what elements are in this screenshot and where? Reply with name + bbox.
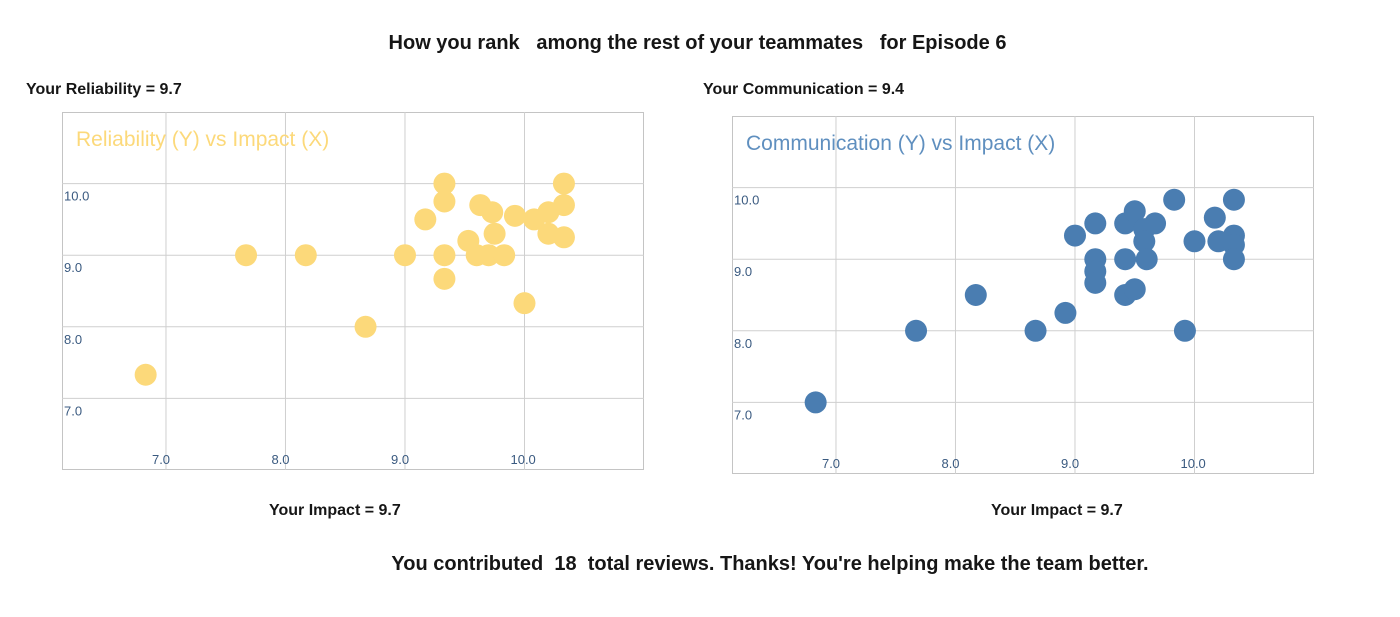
data-point (414, 208, 437, 231)
footer-prefix: You contributed (391, 553, 555, 575)
data-point (354, 315, 377, 338)
data-point (1084, 212, 1107, 235)
y-tick-label: 9.0 (734, 264, 752, 279)
data-point (393, 244, 416, 267)
data-point (477, 244, 500, 267)
y-tick-label: 8.0 (64, 332, 82, 347)
chart-title: Reliability (Y) vs Impact (X) (76, 128, 329, 151)
contribution-summary: You contributed 18 total reviews. Thanks… (0, 553, 1400, 576)
data-point (513, 292, 536, 315)
data-point (1173, 319, 1196, 342)
data-point (1114, 248, 1137, 271)
data-point (804, 391, 827, 414)
data-point (1133, 230, 1156, 253)
reliability-vs-impact-chart: 7.0 8.0 9.0 10.0 7.0 8.0 9.0 10.0 Reliability (Y… (62, 112, 644, 470)
x-tick-label: 9.0 (391, 452, 409, 467)
plot-frame (732, 116, 1314, 474)
data-point (294, 244, 317, 267)
y-tick-label: 10.0 (64, 189, 89, 204)
data-point (552, 226, 575, 249)
data-point (1135, 248, 1158, 271)
data-point (1054, 301, 1077, 324)
data-point (433, 267, 456, 290)
page-title: How you rank among the rest of your team… (388, 32, 1007, 54)
y-tick-label: 7.0 (734, 407, 752, 422)
data-point (433, 190, 456, 213)
data-point (1123, 278, 1146, 301)
chart-title: Communication (Y) vs Impact (X) (746, 132, 1055, 155)
communication-vs-impact-chart: 7.0 8.0 9.0 10.0 7.0 8.0 9.0 10.0 Communication … (732, 116, 1314, 474)
data-point (483, 222, 506, 245)
review-count: 18 (554, 553, 577, 575)
right-impact-label: Your Impact = 9.7 (991, 502, 1123, 519)
x-tick-label: 8.0 (941, 456, 959, 471)
data-point (1123, 200, 1146, 223)
data-point (493, 244, 516, 267)
data-point (433, 244, 456, 267)
scatter-plot-svg: 7.0 8.0 9.0 10.0 7.0 8.0 9.0 10.0 Communication … (732, 116, 1314, 474)
data-point (481, 201, 504, 224)
x-tick-label: 10.0 (1180, 456, 1205, 471)
data-point (964, 284, 987, 306)
x-tick-label: 8.0 (271, 452, 289, 467)
y-tick-label: 10.0 (734, 193, 759, 208)
data-point (503, 204, 526, 227)
data-point (1063, 224, 1086, 247)
x-tick-label: 7.0 (152, 452, 170, 467)
data-point (1024, 319, 1047, 342)
plot-frame (62, 112, 644, 470)
y-tick-label: 7.0 (64, 403, 82, 418)
footer-suffix: total reviews. Thanks! You're helping ma… (576, 553, 1149, 575)
communication-score-label: Your Communication = 9.4 (703, 81, 905, 98)
data-point (433, 172, 456, 195)
y-tick-label: 8.0 (734, 336, 752, 351)
data-point (1144, 212, 1167, 235)
data-point (1183, 230, 1206, 253)
data-point (905, 319, 928, 342)
data-point (552, 172, 575, 195)
reliability-score-label: Your Reliability = 9.7 (26, 81, 182, 98)
x-tick-label: 9.0 (1061, 456, 1079, 471)
data-point (1222, 188, 1245, 211)
data-point (1203, 206, 1226, 229)
x-tick-label: 10.0 (510, 452, 535, 467)
y-tick-label: 9.0 (64, 260, 82, 275)
left-impact-label: Your Impact = 9.7 (269, 502, 401, 519)
data-point (552, 194, 575, 217)
data-point (134, 363, 157, 386)
data-point (235, 244, 258, 267)
data-point (1222, 248, 1245, 271)
scatter-plot-svg: 7.0 8.0 9.0 10.0 7.0 8.0 9.0 10.0 Reliability (Y… (62, 112, 644, 470)
data-point (1084, 271, 1107, 294)
x-tick-label: 7.0 (822, 456, 840, 471)
data-point (1163, 188, 1186, 211)
